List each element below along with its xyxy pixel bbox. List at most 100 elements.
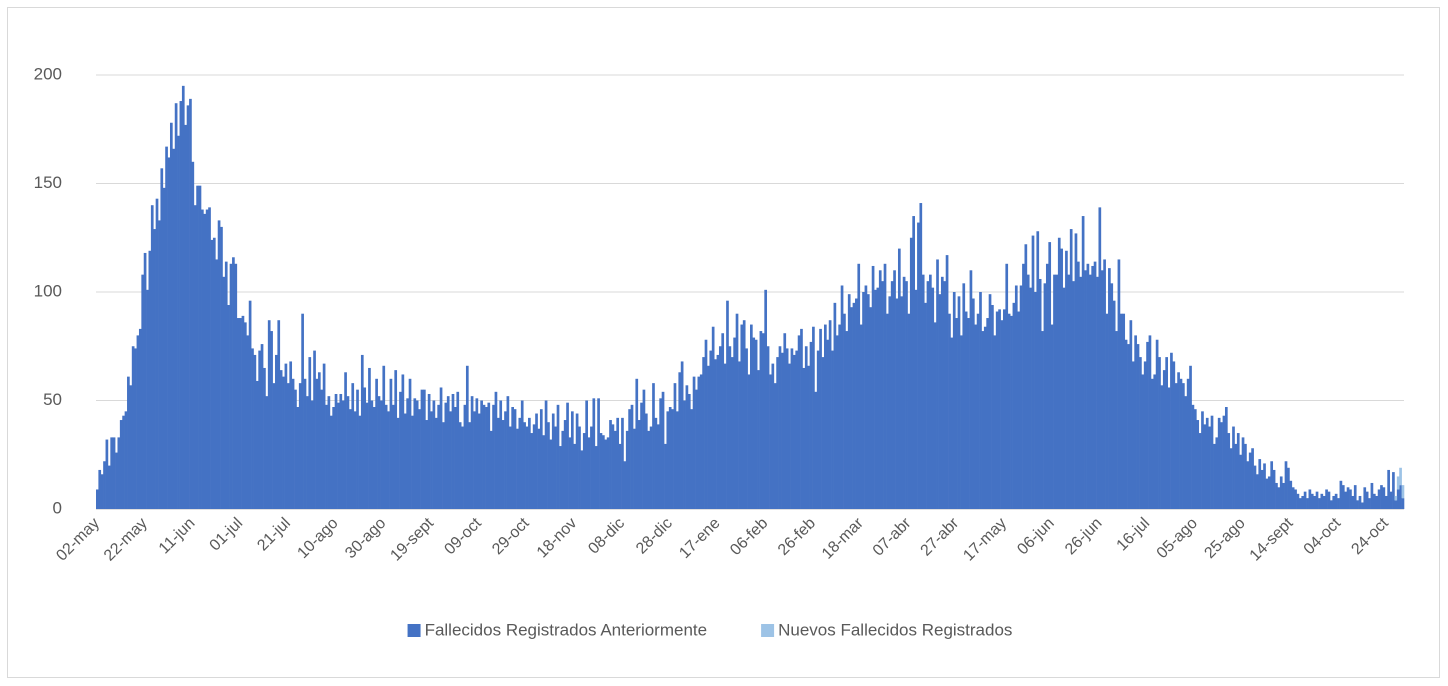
bar (869, 307, 873, 509)
bar (189, 98, 192, 510)
bar (1318, 498, 1321, 509)
bar (334, 393, 338, 509)
bar (673, 383, 677, 509)
bar (542, 435, 546, 509)
bar (131, 346, 135, 509)
bar (1399, 467, 1402, 486)
bar (1191, 404, 1195, 509)
bar (1077, 261, 1080, 509)
bar (998, 309, 1001, 509)
bar (1310, 493, 1314, 509)
bar (988, 294, 992, 509)
bar (107, 465, 111, 509)
bar (1203, 424, 1207, 509)
bar (1034, 292, 1037, 509)
bar (129, 385, 133, 509)
bar (544, 400, 548, 509)
bar (1167, 387, 1171, 509)
bar (275, 354, 278, 509)
bar (286, 383, 290, 509)
bar (179, 101, 183, 509)
bar (430, 411, 433, 509)
bar (876, 287, 880, 509)
bar (100, 474, 104, 509)
bar (566, 402, 569, 509)
bar (797, 335, 801, 509)
bar (1079, 276, 1083, 509)
bar (711, 326, 715, 509)
bar (628, 409, 631, 509)
bar (909, 237, 913, 509)
bar (957, 296, 961, 509)
bar (752, 337, 756, 509)
bar (790, 348, 794, 509)
bar (578, 426, 581, 509)
bar (1289, 480, 1293, 509)
bar (1139, 357, 1142, 509)
bar (162, 187, 166, 509)
bar (1012, 302, 1016, 509)
bar (902, 276, 906, 509)
bar (496, 417, 500, 509)
bar (991, 305, 994, 509)
bar (277, 320, 281, 509)
bar (477, 413, 481, 509)
bar (709, 350, 713, 509)
bar (181, 85, 185, 509)
bar (358, 415, 362, 509)
bar (1193, 409, 1197, 509)
bar (308, 357, 312, 509)
bar (955, 318, 958, 509)
bar (291, 378, 295, 509)
bar (654, 417, 658, 509)
bar (606, 437, 610, 509)
bar (993, 335, 997, 509)
bar (1382, 487, 1386, 509)
bar (637, 420, 641, 509)
bar (1010, 315, 1013, 509)
bar (1375, 495, 1379, 509)
bar (1053, 274, 1056, 509)
bar (138, 328, 142, 509)
bar (494, 391, 498, 509)
bar (718, 346, 722, 509)
bar (668, 407, 672, 509)
bar (1341, 485, 1345, 509)
bar (551, 413, 555, 509)
bar (623, 461, 627, 509)
bar (804, 346, 808, 509)
bar (640, 402, 643, 509)
bar (866, 294, 870, 509)
bar (1129, 320, 1133, 509)
bar (1298, 498, 1302, 509)
bar (921, 274, 925, 509)
bar (465, 365, 469, 509)
bar (458, 422, 462, 509)
bar (611, 424, 615, 509)
bar (432, 400, 436, 509)
bar (871, 265, 875, 509)
bar (329, 415, 333, 509)
bar (1213, 443, 1216, 509)
bar (270, 331, 273, 509)
bar (644, 413, 648, 509)
bar (874, 289, 877, 509)
bar (1372, 493, 1376, 509)
bar (1246, 461, 1250, 509)
bar (735, 313, 739, 509)
bar (215, 259, 219, 509)
bar (134, 348, 137, 509)
bar (303, 378, 307, 509)
bar (372, 407, 376, 509)
bar (642, 389, 646, 509)
bar (399, 391, 402, 509)
bar (1127, 344, 1130, 509)
bar (446, 396, 450, 509)
bar (1115, 331, 1118, 509)
bar (938, 294, 942, 509)
bar (492, 404, 495, 509)
bar (413, 398, 417, 509)
bar (788, 363, 791, 509)
bar (1308, 489, 1312, 509)
bar (1172, 361, 1176, 509)
